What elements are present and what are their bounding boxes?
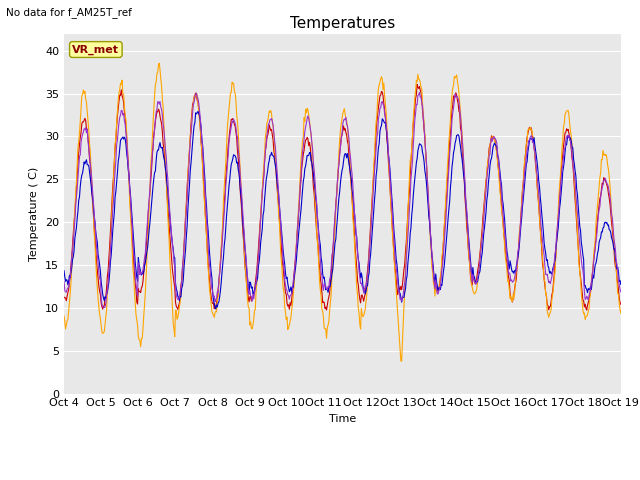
Text: VR_met: VR_met [72, 44, 119, 55]
Text: No data for f_AM25T_ref: No data for f_AM25T_ref [6, 7, 132, 18]
Y-axis label: Temperature ( C): Temperature ( C) [29, 167, 40, 261]
X-axis label: Time: Time [329, 414, 356, 424]
Legend: Panel T, Old Ref Temp, HMP45 T, CNR1 PRT: Panel T, Old Ref Temp, HMP45 T, CNR1 PRT [139, 477, 546, 480]
Title: Temperatures: Temperatures [290, 16, 395, 31]
